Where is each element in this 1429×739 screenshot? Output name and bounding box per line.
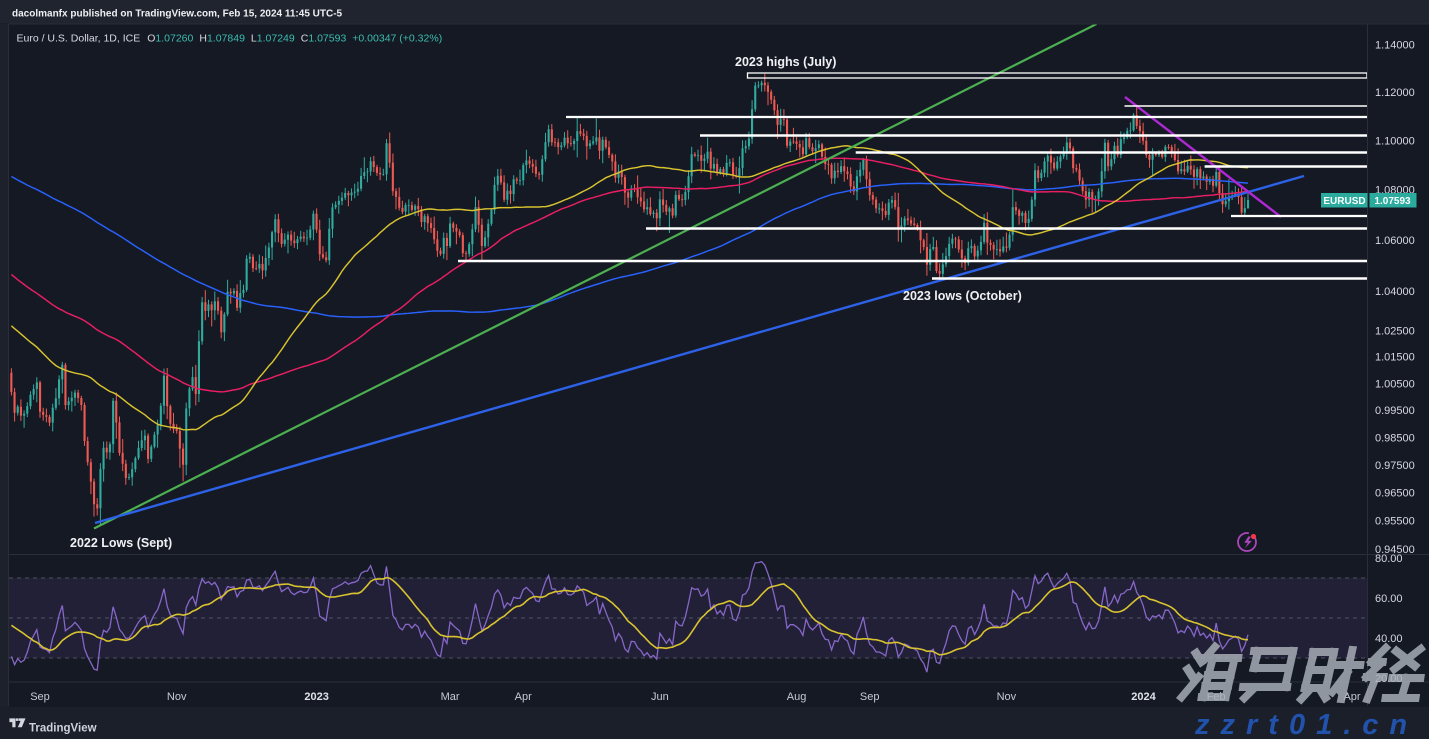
svg-text:zzrt01.cn: zzrt01.cn: [1194, 709, 1418, 739]
svg-text:0.98500: 0.98500: [1375, 432, 1415, 444]
svg-text:Nov: Nov: [167, 691, 187, 703]
svg-text:Mar: Mar: [441, 691, 460, 703]
svg-text:1.04000: 1.04000: [1375, 286, 1415, 298]
svg-text:1.01500: 1.01500: [1375, 352, 1415, 364]
svg-text:1.14000: 1.14000: [1375, 39, 1415, 51]
svg-text:EURUSD: EURUSD: [1323, 196, 1365, 207]
svg-text:0.97500: 0.97500: [1375, 460, 1415, 472]
svg-text:dacolmanfx published on Tradin: dacolmanfx published on TradingView.com,…: [12, 9, 343, 20]
svg-text:1.07593: 1.07593: [1374, 196, 1411, 207]
svg-text:Apr: Apr: [515, 691, 532, 703]
svg-text:Aug: Aug: [787, 691, 807, 703]
svg-text:TradingView: TradingView: [29, 723, 97, 735]
svg-text:1.02500: 1.02500: [1375, 325, 1415, 337]
svg-text:0.96500: 0.96500: [1375, 488, 1415, 500]
svg-text:0.94500: 0.94500: [1375, 544, 1415, 556]
svg-text:2023: 2023: [304, 691, 328, 703]
svg-text:2023 highs (July): 2023 highs (July): [735, 55, 836, 69]
svg-text:1.06000: 1.06000: [1375, 235, 1415, 247]
svg-text:60.00: 60.00: [1375, 593, 1403, 605]
svg-text:1.12000: 1.12000: [1375, 87, 1415, 99]
svg-text:Jun: Jun: [651, 691, 669, 703]
svg-text:2023 lows (October): 2023 lows (October): [903, 289, 1022, 303]
svg-text:0.95500: 0.95500: [1375, 516, 1415, 528]
svg-text:1.00500: 1.00500: [1375, 378, 1415, 390]
svg-text:40.00: 40.00: [1375, 633, 1403, 645]
svg-text:80.00: 80.00: [1375, 553, 1403, 565]
svg-text:0.99500: 0.99500: [1375, 405, 1415, 417]
svg-text:Sep: Sep: [860, 691, 880, 703]
svg-text:Sep: Sep: [30, 691, 50, 703]
svg-text:2024: 2024: [1131, 691, 1156, 703]
svg-text:1.10000: 1.10000: [1375, 135, 1415, 147]
svg-text:2022 Lows (Sept): 2022 Lows (Sept): [70, 536, 172, 550]
svg-text:Nov: Nov: [997, 691, 1017, 703]
